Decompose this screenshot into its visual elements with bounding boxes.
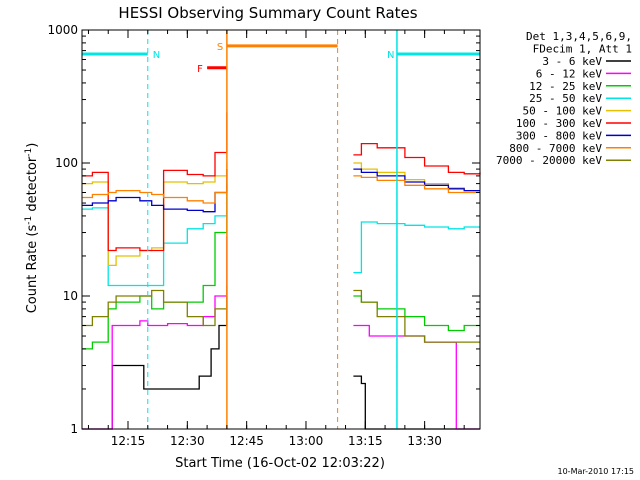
legend-entry-1: 3 - 6 keV (542, 55, 602, 68)
flag-label-3: S (217, 42, 223, 53)
x-tick-label-4: 13:00 (289, 434, 324, 448)
legend-entry-6: 100 - 300 keV (516, 117, 602, 130)
series-line-8 (82, 169, 480, 204)
legend: Det 1,3,4,5,6,9,FDecim 1, Att 13 - 6 keV… (496, 30, 632, 167)
y-tick-label-1: 1 (70, 422, 78, 436)
x-tick-label-2: 12:30 (170, 434, 205, 448)
series-line-3 (82, 183, 480, 350)
y-axis-label-end: ) (25, 143, 40, 148)
y-axis-label-sup2: -1 (24, 148, 34, 157)
legend-entry-7: 300 - 800 keV (516, 129, 602, 142)
flag-label-4: F (197, 64, 203, 75)
y-axis-label-sup: -1 (24, 216, 34, 225)
legend-entry-3: 12 - 25 keV (529, 80, 602, 93)
series-line-4 (82, 197, 480, 287)
y-axis-label-mid: detector (25, 156, 40, 216)
x-tick-label-1: 12:15 (111, 434, 146, 448)
legend-entry-9: 7000 - 20000 keV (496, 154, 602, 167)
y-tick-label-2: 10 (63, 289, 78, 303)
series-line-2 (82, 236, 480, 430)
flag-label-1: N (153, 50, 160, 61)
legend-entry-8: 800 - 7000 keV (509, 142, 602, 155)
legend-entry-2: 6 - 12 keV (536, 67, 603, 80)
plot-area: N N S F 1 10 100 1000 12:15 12:30 12:45 13:00 13:15 1… (47, 23, 481, 448)
y-axis-label: Count Rate (s-1 detector-1) (24, 143, 40, 314)
y-tick-label-4: 1000 (47, 23, 78, 37)
y-axis-label-part: Count Rate (s (25, 225, 40, 314)
series-line-6 (82, 112, 481, 252)
legend-header-line-2: FDecim 1, Att 1 (533, 42, 632, 55)
x-tick-label-3: 12:45 (229, 434, 264, 448)
legend-entry-5: 50 - 100 keV (523, 105, 603, 118)
x-tick-label-5: 13:15 (348, 434, 383, 448)
y-tick-label-3: 100 (55, 156, 78, 170)
chart-title: HESSI Observing Summary Count Rates (118, 4, 417, 22)
plot-frame (81, 29, 481, 430)
flag-label-2: N (387, 50, 394, 61)
legend-header-line-1: Det 1,3,4,5,6,9, (526, 30, 632, 43)
timestamp: 10-Mar-2010 17:15 (558, 467, 635, 476)
series-line-9 (82, 285, 480, 343)
x-axis-label: Start Time (16-Oct-02 12:03:22) (175, 456, 385, 471)
x-tick-label-6: 13:30 (407, 434, 442, 448)
series-line-7 (82, 168, 480, 213)
legend-entry-4: 25 - 50 keV (529, 92, 602, 105)
